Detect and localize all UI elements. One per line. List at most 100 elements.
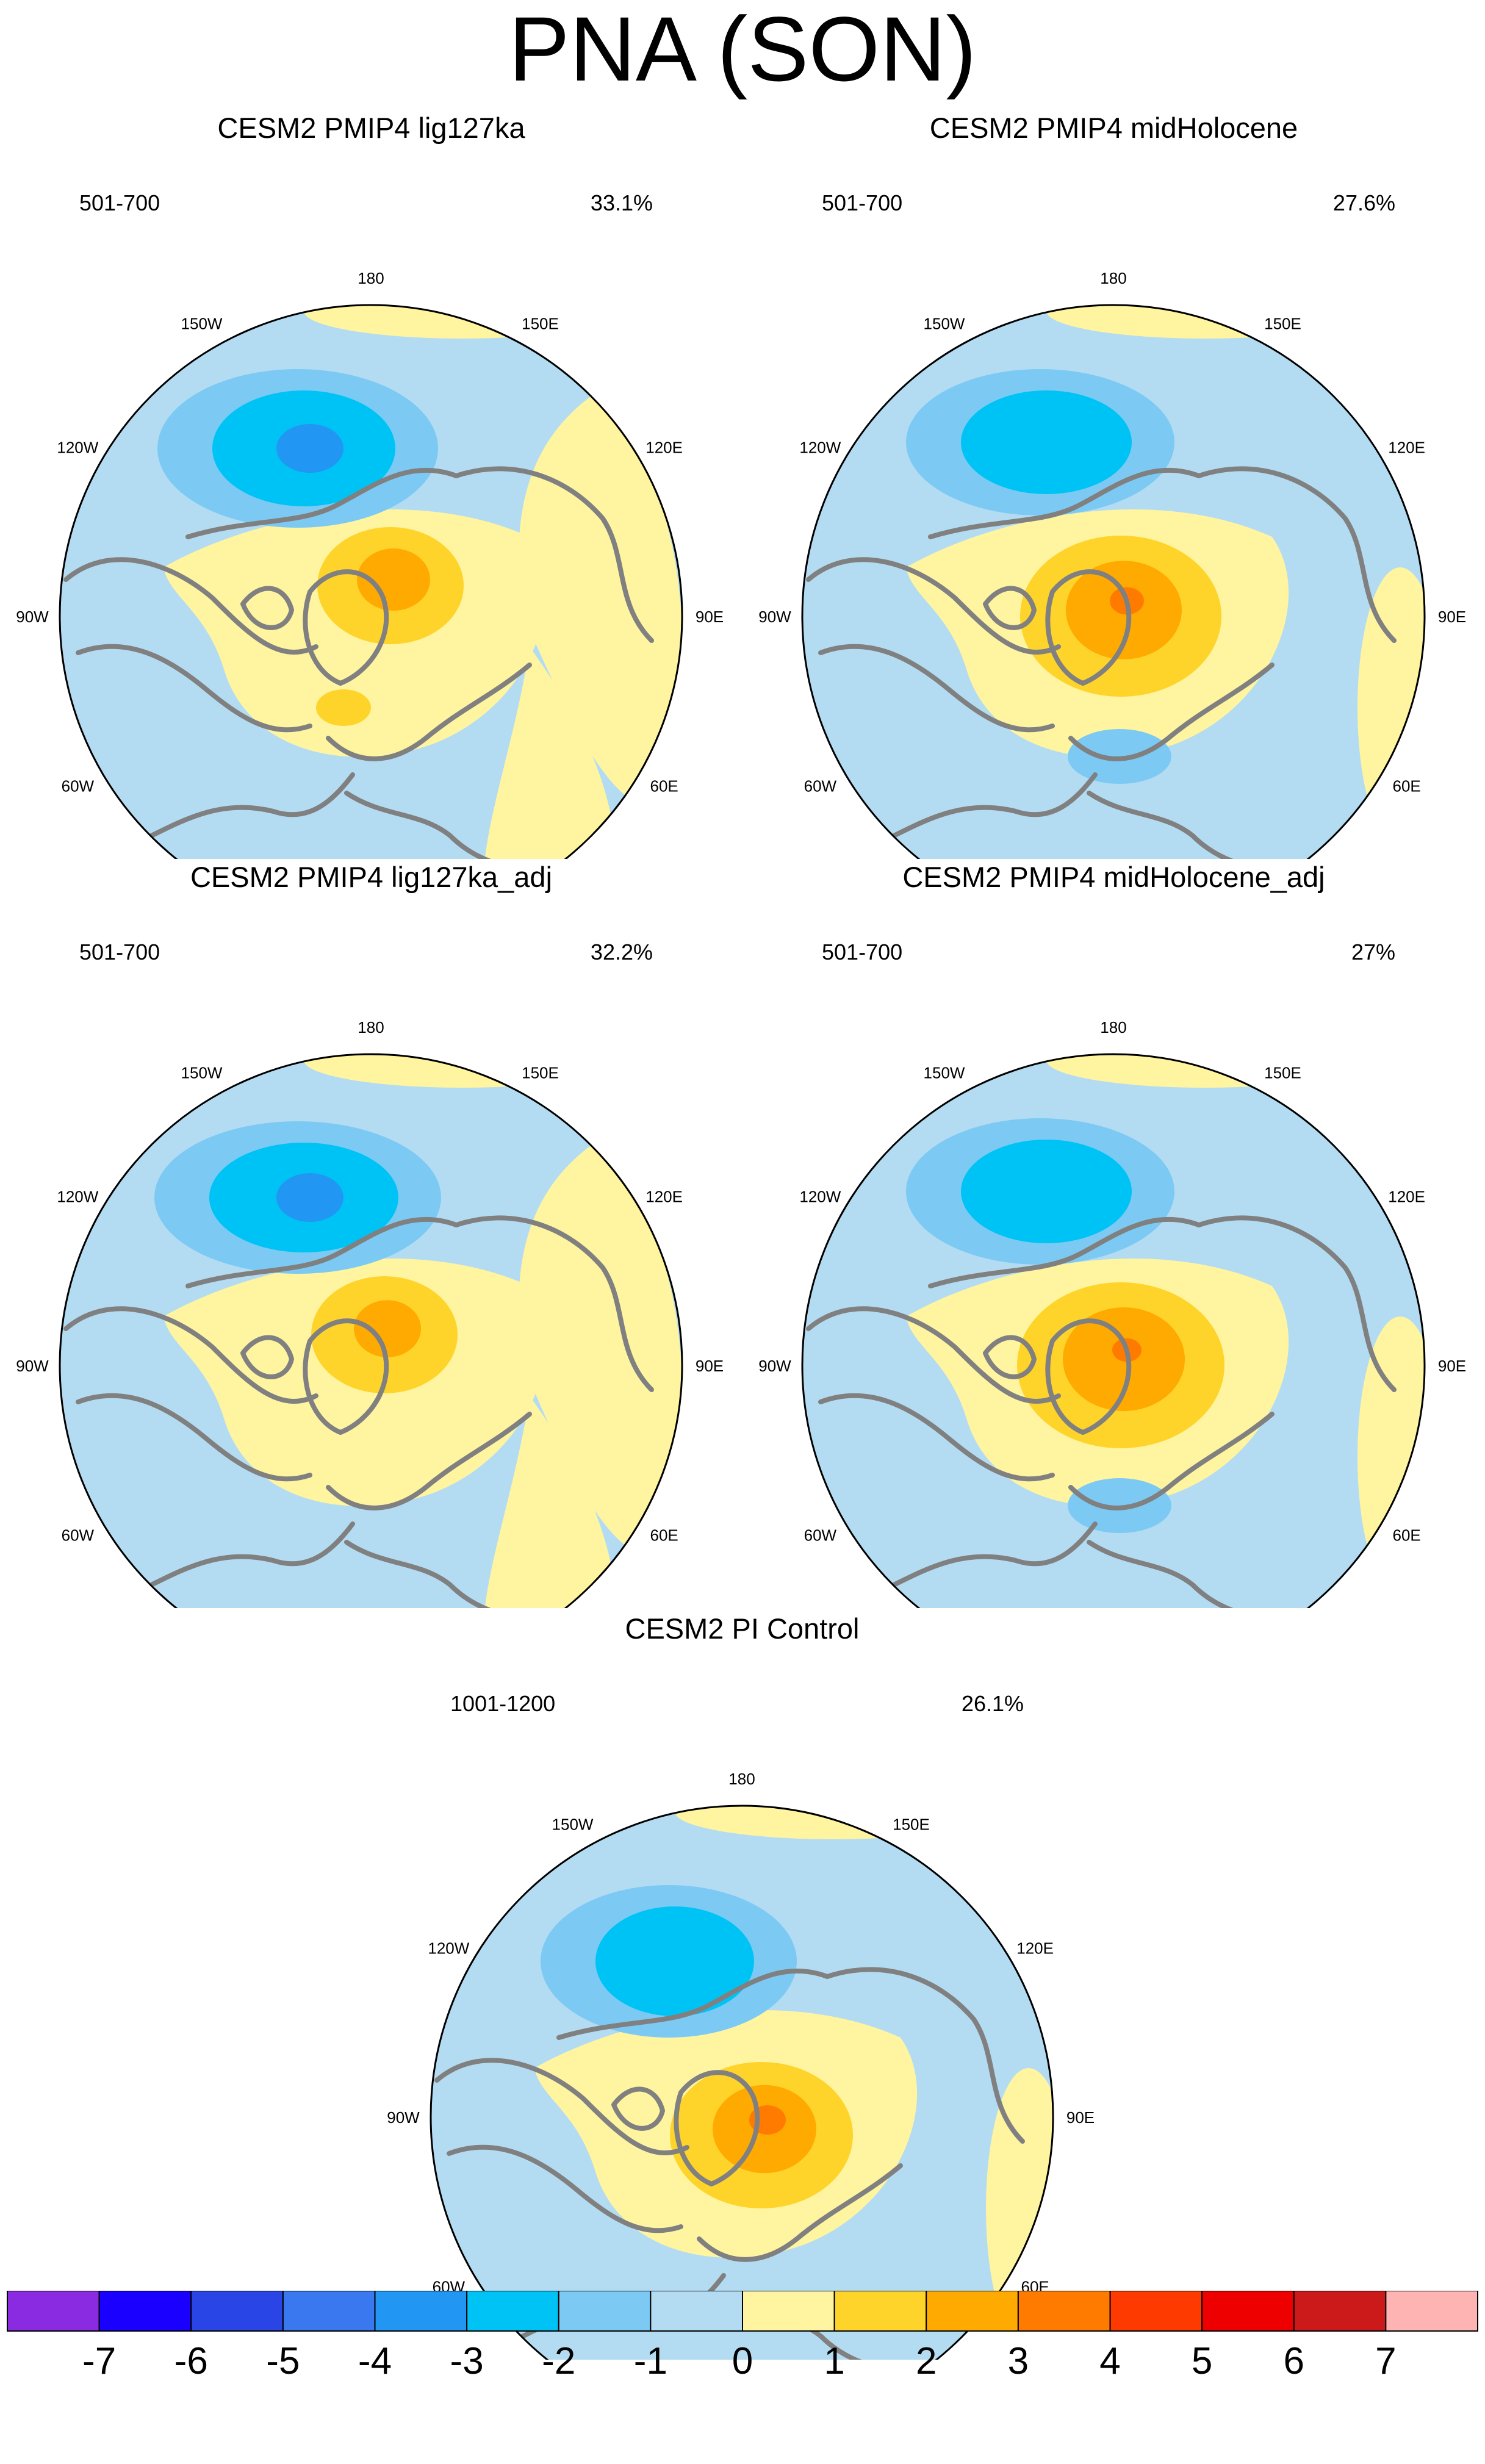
- longitude-label: 60W: [62, 777, 95, 796]
- field-negative-4: [276, 424, 343, 473]
- colorbar-swatch: [833, 2291, 927, 2332]
- longitude-label: 90W: [16, 1357, 49, 1375]
- map-boundary: [59, 1053, 683, 1608]
- colorbar-label: 3: [1008, 2340, 1029, 2382]
- coastline: [983, 586, 1037, 630]
- coastline: [1196, 466, 1397, 643]
- coastline: [806, 557, 1061, 655]
- longitude-label: 90W: [758, 608, 791, 626]
- longitude-label: 120W: [799, 1188, 841, 1206]
- coastline: [149, 1521, 355, 1587]
- colorbar-label: -7: [82, 2340, 116, 2382]
- colorbar-label: -3: [450, 2340, 484, 2382]
- longitude-label: 90E: [1438, 1357, 1466, 1375]
- longitude-label: 90W: [758, 1357, 791, 1375]
- longitude-label: 150W: [181, 314, 223, 332]
- coastline: [1068, 663, 1275, 761]
- longitude-label: 120W: [799, 439, 841, 457]
- longitude-label: 120E: [1016, 1939, 1054, 1958]
- figure-title: PNA (SON): [508, 0, 977, 100]
- map-panel: CESM2 PI Control180150E120E90E60E30E030W…: [371, 1611, 1113, 2360]
- colorbar-swatch: [282, 2291, 376, 2332]
- variance-percent-label: 33.1%: [591, 190, 653, 215]
- field-positive-1-south: [483, 647, 619, 859]
- field-positive-1-south: [483, 1396, 619, 1608]
- colorbar-swatch: [1017, 2291, 1111, 2332]
- longitude-label: 60E: [650, 1526, 678, 1545]
- longitude-label: 90E: [1066, 2108, 1095, 2127]
- colorbar-label: -1: [634, 2340, 667, 2382]
- map-boundary: [59, 304, 683, 859]
- coastline: [818, 1393, 1055, 1482]
- year-range-label: 501-700: [79, 190, 160, 215]
- colorbar-swatch: [650, 2291, 743, 2332]
- polar-map: 180150E120E90E60E30E030W60W90W120W150W50…: [758, 939, 1466, 1608]
- field-positive-1-north: [1046, 305, 1364, 339]
- panel-title: CESM2 PMIP4 midHolocene: [929, 112, 1298, 144]
- coastline: [556, 1968, 830, 2040]
- coastline: [149, 772, 355, 838]
- longitude-label: 120E: [1388, 439, 1425, 457]
- field-positive-1-east: [1357, 567, 1425, 848]
- longitude-label: 90W: [387, 2108, 420, 2127]
- longitude-label: 90W: [16, 608, 49, 626]
- colorbar-swatch: [466, 2291, 559, 2332]
- coastline: [983, 1335, 1037, 1379]
- polar-map: 180150E120E90E60E30E030W60W90W120W150W50…: [758, 190, 1466, 859]
- map-panel: CESM2 PMIP4 lig127ka180150E120E90E60E30E…: [0, 110, 743, 859]
- coastline: [825, 1967, 1025, 2144]
- colorbar-label: -6: [174, 2340, 208, 2382]
- field-negative-3: [961, 390, 1132, 494]
- coastline: [674, 2070, 760, 2186]
- coastline: [76, 644, 312, 733]
- longitude-label: 60W: [804, 777, 837, 796]
- longitude-label: 150W: [924, 1063, 965, 1082]
- field-positive-1-east: [1357, 1316, 1425, 1597]
- coastline: [344, 1540, 581, 1608]
- panel-title: CESM2 PMIP4 midHolocene_adj: [902, 861, 1325, 893]
- colorbar-label: 2: [916, 2340, 937, 2382]
- longitude-label: 60E: [1393, 1526, 1421, 1545]
- field-negative-3: [595, 1906, 754, 2016]
- field-positive-1-east: [519, 397, 682, 805]
- coastline: [697, 2163, 903, 2262]
- colorbar-swatch: [742, 2291, 835, 2332]
- colorbar-swatch: [7, 2291, 100, 2332]
- colorbar-swatch: [190, 2291, 284, 2332]
- coastline: [326, 663, 532, 761]
- coastline: [63, 1306, 318, 1404]
- longitude-label: 150E: [1264, 1063, 1301, 1082]
- field-positive-1-north: [1046, 1054, 1364, 1088]
- coastline: [891, 772, 1098, 838]
- year-range-label: 501-700: [822, 190, 902, 215]
- variance-percent-label: 27.6%: [1333, 190, 1395, 215]
- colorbar-swatch: [558, 2291, 652, 2332]
- coastline: [891, 1521, 1098, 1587]
- coastline: [303, 1318, 389, 1435]
- year-range-label: 501-700: [79, 939, 160, 964]
- longitude-label: 90E: [696, 1357, 724, 1375]
- coastline: [928, 1216, 1201, 1288]
- colorbar-label: 5: [1192, 2340, 1212, 2382]
- longitude-label: 180: [358, 269, 384, 287]
- coastline: [434, 2058, 689, 2155]
- coastline: [1045, 569, 1132, 686]
- longitude-label: 180: [358, 1018, 384, 1036]
- longitude-label: 60E: [1393, 777, 1421, 796]
- coastline: [240, 586, 294, 630]
- longitude-label: 60W: [62, 1526, 95, 1545]
- field-positive-1-north: [304, 1054, 621, 1088]
- colorbar-label: 1: [824, 2340, 844, 2382]
- map-panel: CESM2 PMIP4 lig127ka_adj 180 150E 120E 90E 60…: [0, 859, 743, 1608]
- map-boundary: [430, 1805, 1054, 2360]
- coastline: [185, 1216, 459, 1288]
- longitude-label: 150W: [181, 1063, 223, 1082]
- longitude-label: 150E: [893, 1815, 930, 1833]
- longitude-label: 150W: [552, 1815, 594, 1833]
- variance-percent-label: 26.1%: [962, 1691, 1024, 1716]
- longitude-label: 120W: [57, 1188, 98, 1206]
- coastline: [344, 791, 581, 859]
- coastline: [76, 1393, 312, 1482]
- longitude-label: 180: [1100, 269, 1126, 287]
- colorbar-swatch: [1109, 2291, 1203, 2332]
